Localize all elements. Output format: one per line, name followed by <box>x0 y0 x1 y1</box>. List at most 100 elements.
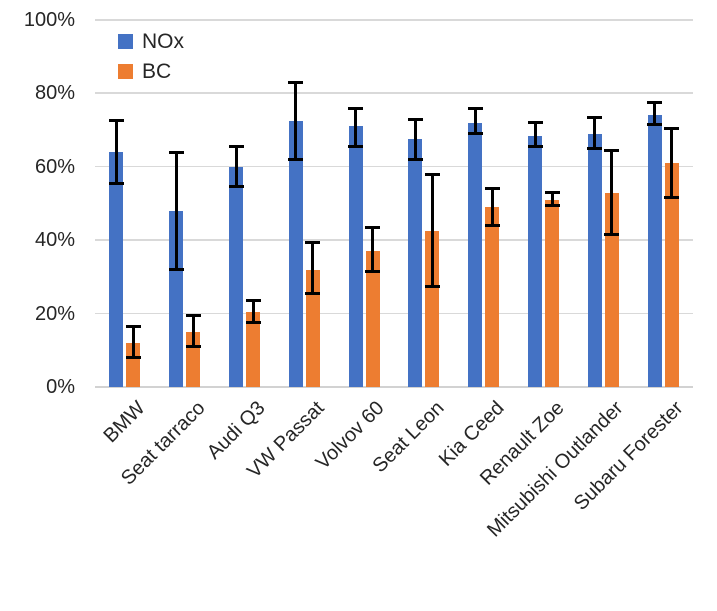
error-cap <box>168 268 184 272</box>
bc-error-bar <box>371 227 375 272</box>
bc-bar <box>246 311 260 387</box>
nox-bar <box>229 166 243 387</box>
y-tick-label: 80% <box>34 82 75 105</box>
nox-swatch <box>118 34 133 49</box>
legend-label-bc: BC <box>142 60 172 83</box>
gridline <box>95 165 693 168</box>
nox-error-bar <box>354 108 358 147</box>
error-cap <box>185 345 201 349</box>
error-cap <box>288 80 304 84</box>
nox-error-bar <box>593 117 597 149</box>
bc-error-bar <box>191 315 195 347</box>
gridline <box>95 19 693 21</box>
error-cap <box>228 185 244 189</box>
bc-error-bar <box>610 150 614 235</box>
error-cap <box>664 196 680 200</box>
error-cap <box>407 157 423 161</box>
error-cap <box>288 157 304 161</box>
nox-error-bar <box>413 119 417 160</box>
legend-item-bc: BC <box>118 60 184 83</box>
x-axis-line <box>95 386 693 388</box>
error-cap <box>527 145 543 149</box>
bc-swatch <box>118 64 133 79</box>
error-cap <box>365 269 381 273</box>
error-cap <box>604 233 620 237</box>
nox-error-bar <box>294 82 298 160</box>
plot-area <box>95 19 693 388</box>
error-cap <box>587 115 603 119</box>
y-tick-label: 0% <box>46 376 75 398</box>
error-cap <box>245 321 261 325</box>
bc-bar <box>604 192 619 387</box>
error-cap <box>647 101 663 105</box>
y-tick-label: 100% <box>23 9 75 31</box>
nox-bar <box>288 120 303 387</box>
nox-bar <box>169 210 184 387</box>
error-cap <box>664 126 680 130</box>
nox-bar <box>647 115 662 387</box>
error-cap <box>484 224 500 228</box>
error-cap <box>467 132 483 136</box>
bc-bar <box>365 251 380 387</box>
error-cap <box>365 225 381 229</box>
bc-bar <box>485 207 500 387</box>
bc-error-bar <box>430 174 434 287</box>
error-cap <box>647 123 663 127</box>
error-cap <box>424 284 440 288</box>
bc-error-bar <box>131 326 135 358</box>
bc-error-bar <box>550 192 554 206</box>
bc-error-bar <box>311 242 315 294</box>
legend-item-nox: NOx <box>118 30 184 53</box>
nox-error-bar <box>473 108 477 134</box>
bc-bar <box>664 163 679 387</box>
error-cap <box>168 150 184 154</box>
bar-chart: 0% 20% 40% 60% 80% 100% NOx BC BMW Seat tarrac… <box>23 9 693 541</box>
error-cap <box>604 148 620 152</box>
bc-error-bar <box>490 188 494 226</box>
error-cap <box>484 187 500 191</box>
error-cap <box>467 106 483 110</box>
legend: NOx BC <box>118 30 184 83</box>
y-tick-label: 20% <box>34 302 75 325</box>
error-cap <box>108 119 124 123</box>
error-cap <box>348 145 364 149</box>
error-cap <box>348 106 364 110</box>
nox-bar <box>468 122 483 387</box>
bc-error-bar <box>251 300 255 323</box>
error-cap <box>185 313 201 317</box>
nox-error-bar <box>533 122 537 147</box>
error-cap <box>125 356 141 360</box>
y-tick-label: 60% <box>34 155 75 178</box>
nox-bar <box>109 152 124 387</box>
error-cap <box>407 117 423 121</box>
nox-bar <box>348 126 363 387</box>
nox-error-bar <box>234 146 238 187</box>
gridline <box>95 92 693 94</box>
bc-bar <box>545 199 559 387</box>
error-cap <box>305 291 321 295</box>
error-cap <box>587 146 603 150</box>
error-cap <box>424 172 440 176</box>
nox-error-bar <box>653 102 657 125</box>
nox-error-bar <box>174 152 178 270</box>
gridline <box>95 312 693 315</box>
error-cap <box>544 203 560 207</box>
error-cap <box>544 190 560 194</box>
nox-bar <box>587 133 602 387</box>
y-tick-label: 40% <box>34 229 75 252</box>
error-cap <box>245 299 261 303</box>
error-cap <box>108 181 124 185</box>
error-cap <box>228 145 244 149</box>
nox-bar <box>528 135 542 387</box>
nox-bar <box>408 139 423 387</box>
error-cap <box>125 324 141 328</box>
error-cap <box>527 121 543 125</box>
error-cap <box>305 240 321 244</box>
bc-bar <box>305 269 320 387</box>
bc-error-bar <box>670 128 674 198</box>
gridline <box>95 239 693 241</box>
bc-bar <box>425 231 440 387</box>
nox-error-bar <box>114 120 118 184</box>
legend-label-nox: NOx <box>142 30 184 53</box>
bc-bar <box>126 342 141 387</box>
